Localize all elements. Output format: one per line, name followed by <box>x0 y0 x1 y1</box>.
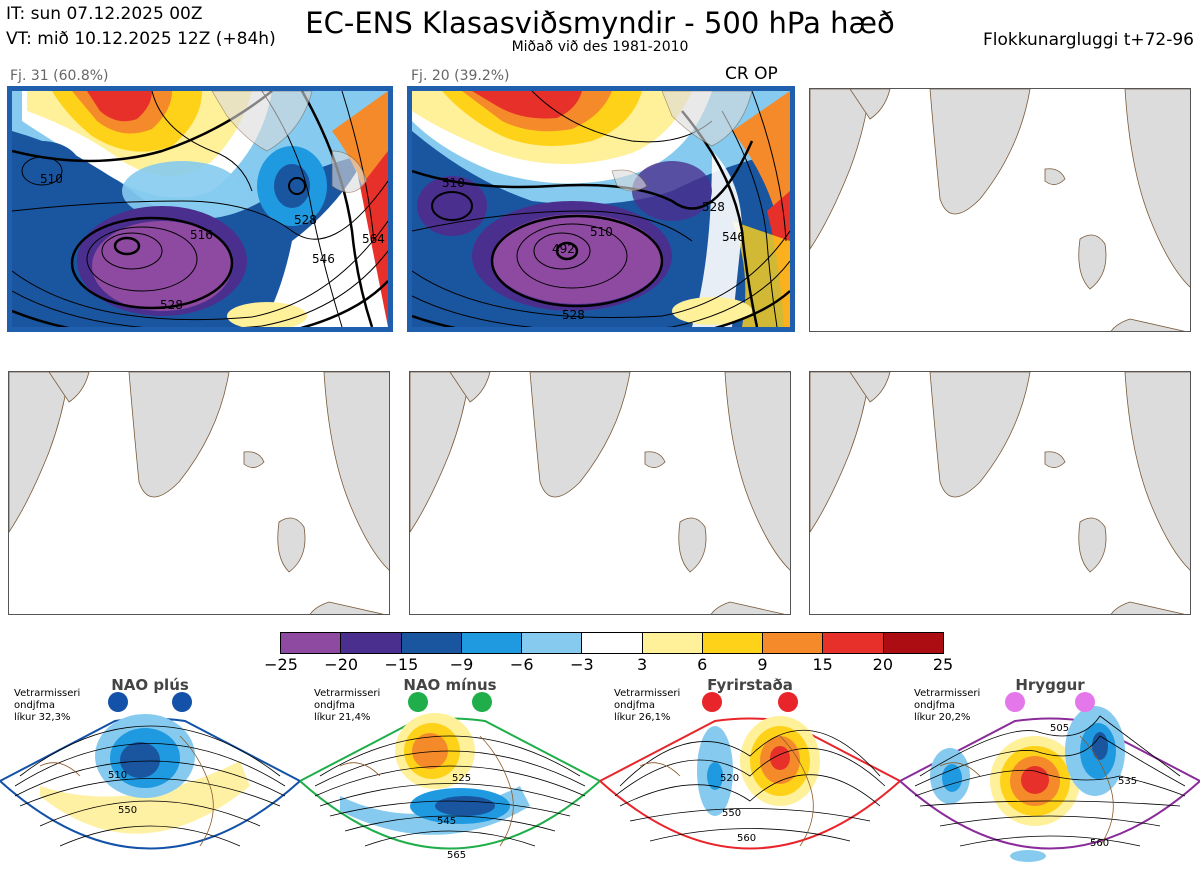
colorbar-segment <box>582 633 643 653</box>
cluster-map-6 <box>809 371 1191 615</box>
colorbar-tick-label: −20 <box>324 655 359 674</box>
cluster-map-2-graphic: 510 492 510 528 546 528 <box>412 91 790 327</box>
cluster-map-5 <box>409 371 791 615</box>
regime-dot <box>778 692 798 712</box>
contour-label: 510 <box>590 225 613 239</box>
page-subtitle: Miðað við des 1981-2010 <box>511 39 689 55</box>
colorbar-tick-label: 9 <box>757 655 768 674</box>
cluster-map-4 <box>8 371 390 615</box>
regime-title: NAO plús <box>111 676 189 694</box>
regime-label: 560 <box>737 833 756 844</box>
colorbar-tick-label: −3 <box>570 655 594 674</box>
regime-label: 525 <box>452 773 471 784</box>
regime-nao-plus: 510 550 NAO plús Vetrarmisseri ondjfma l… <box>0 676 300 871</box>
colorbar-tick-label: 3 <box>636 655 648 674</box>
colorbar-segment <box>461 633 523 653</box>
empty-map-graphic <box>410 372 790 614</box>
colorbar-segment <box>281 633 342 653</box>
colorbar-tick-label: 15 <box>812 655 833 674</box>
contour-label: 528 <box>702 200 725 214</box>
contour-label: 528 <box>160 298 183 312</box>
panel-2-label: Fj. 20 (39.2%) <box>411 68 510 84</box>
regime-title: Hryggur <box>1015 676 1085 694</box>
regime-title: Fyrirstaða <box>707 676 793 694</box>
page-title: EC-ENS Klasasviðsmyndir - 500 hPa hæð <box>305 6 895 40</box>
regime-label: 520 <box>720 773 739 784</box>
regime-nao-minus: 525 545 565 NAO mínus Vetrarmisseri ondj… <box>300 676 600 871</box>
colorbar <box>280 632 944 654</box>
regime-dot <box>408 692 428 712</box>
colorbar-segment <box>823 633 884 653</box>
colorbar-tick-label: −25 <box>264 655 298 674</box>
contour-label: 528 <box>562 308 585 322</box>
regime-dot <box>1005 692 1025 712</box>
regime-label: 535 <box>1118 776 1137 787</box>
colorbar-tick-label: −6 <box>509 655 534 674</box>
contour-label: 546 <box>722 230 745 244</box>
contour-label: 516 <box>190 228 213 242</box>
regime-title: NAO mínus <box>403 676 497 694</box>
regime-nao-minus-graphic: 525 545 565 <box>300 692 600 861</box>
colorbar-tick-label: 25 <box>932 655 954 674</box>
colorbar-tick-label: 6 <box>697 655 708 674</box>
regime-label: 565 <box>447 850 466 861</box>
cluster-map-3 <box>809 88 1191 332</box>
cluster-map-1-graphic: 510 528 516 528 546 564 <box>12 91 388 327</box>
regime-nao-plus-graphic: 510 550 <box>0 692 300 850</box>
regime-dot <box>1075 692 1095 712</box>
colorbar-tick-label: 20 <box>872 655 893 674</box>
colorbar-segment <box>763 633 824 653</box>
regime-note: Vetrarmisseri ondjfma líkur 32,3% <box>14 688 81 723</box>
empty-map-graphic <box>810 372 1190 614</box>
regime-ridge: 505 535 560 Hryggur Vetrarmisseri ondjfm… <box>900 676 1200 871</box>
regime-label: 560 <box>1090 838 1109 849</box>
colorbar-segment <box>702 633 764 653</box>
classification-window: Flokkunargluggi t+72-96 <box>982 30 1194 50</box>
regime-dot <box>172 692 192 712</box>
regime-dot <box>108 692 128 712</box>
cluster-map-2: 510 492 510 528 546 528 <box>407 86 795 332</box>
regime-dot <box>702 692 722 712</box>
regime-label: 505 <box>1050 723 1069 734</box>
regime-label: 550 <box>118 805 137 816</box>
empty-map-graphic <box>9 372 389 614</box>
regime-note: Vetrarmisseri ondjfma líkur 21,4% <box>314 688 381 723</box>
contour-label: 528 <box>294 213 317 227</box>
colorbar-segment <box>401 633 462 653</box>
colorbar-segment <box>883 633 943 653</box>
regime-label: 550 <box>722 808 741 819</box>
cluster-map-1: 510 528 516 528 546 564 <box>7 86 393 332</box>
colorbar-tick-label: −9 <box>449 655 474 674</box>
regime-label: 545 <box>437 816 456 827</box>
colorbar-segment <box>341 633 402 653</box>
regime-note: Vetrarmisseri ondjfma líkur 20,2% <box>914 688 981 723</box>
contour-label: 510 <box>40 172 63 186</box>
contour-label: 546 <box>312 252 335 266</box>
regime-ridge-graphic: 505 535 560 <box>900 692 1200 862</box>
colorbar-segment <box>642 633 703 653</box>
colorbar-tick-label: −15 <box>384 655 419 674</box>
contour-label: 564 <box>362 232 385 246</box>
regime-blocking: 520 550 560 Fyrirstaða Vetrarmisseri ond… <box>600 676 900 871</box>
empty-map-graphic <box>810 89 1190 331</box>
cr-op-badge: CR OP <box>725 64 778 84</box>
regime-label: 510 <box>108 770 127 781</box>
regime-dot <box>472 692 492 712</box>
valid-time: VT: mið 10.12.2025 12Z (+84h) <box>6 29 276 49</box>
colorbar-segment <box>522 633 583 653</box>
regime-blocking-graphic: 520 550 560 <box>600 692 900 850</box>
contour-label: 492 <box>552 242 575 256</box>
regime-note: Vetrarmisseri ondjfma líkur 26,1% <box>614 688 681 723</box>
initial-time: IT: sun 07.12.2025 00Z <box>6 4 203 24</box>
panel-1-label: Fj. 31 (60.8%) <box>10 68 109 84</box>
contour-label: 510 <box>442 176 465 190</box>
